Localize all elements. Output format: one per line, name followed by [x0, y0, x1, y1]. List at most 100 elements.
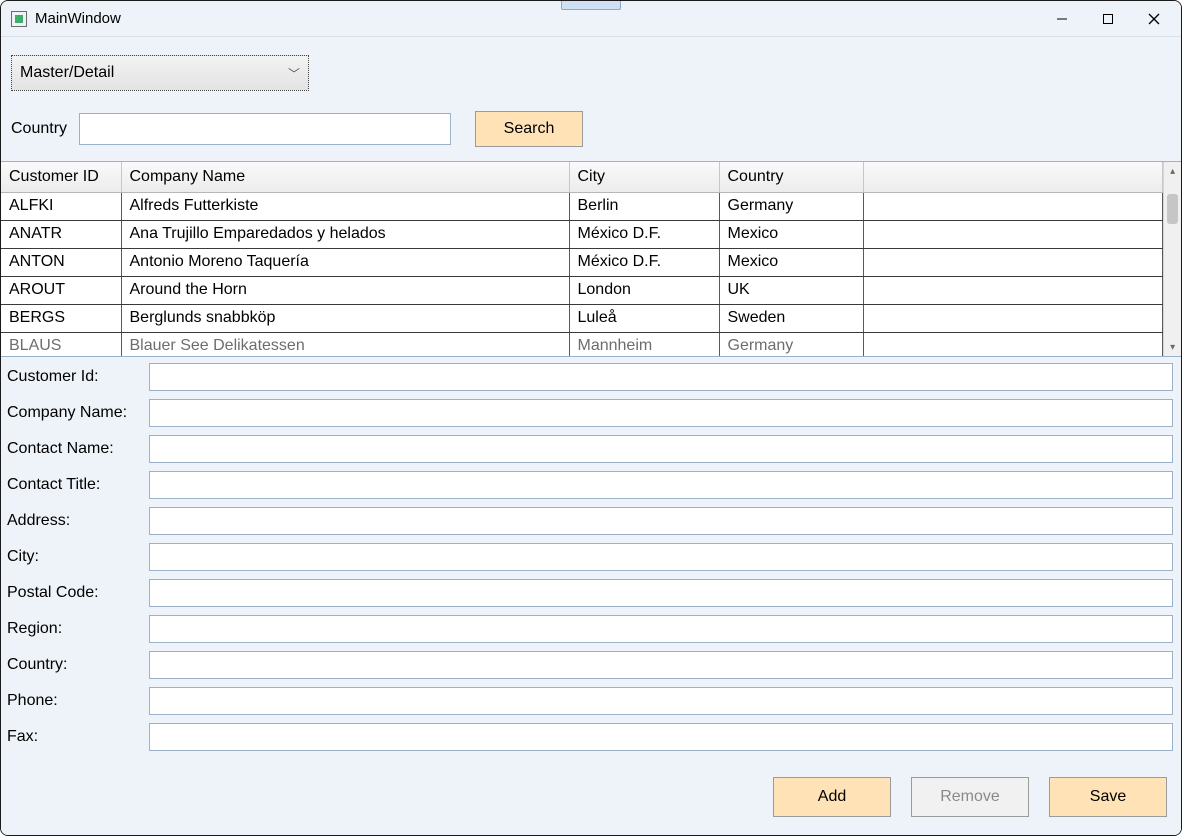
cell-id: AROUT: [1, 276, 121, 304]
cell-city: Mannheim: [569, 332, 719, 357]
table-row[interactable]: AROUT Around the Horn London UK: [1, 276, 1163, 304]
contact-name-input[interactable]: [149, 435, 1173, 463]
cell-company: Around the Horn: [121, 276, 569, 304]
window-title: MainWindow: [35, 10, 121, 27]
field-label: Customer Id:: [7, 368, 149, 386]
view-combo-text: Master/Detail: [20, 64, 114, 82]
phone-input[interactable]: [149, 687, 1173, 715]
save-button-label: Save: [1090, 788, 1126, 806]
action-buttons: Add Remove Save: [1, 763, 1181, 835]
cell-city: México D.F.: [569, 220, 719, 248]
view-combo[interactable]: Master/Detail ﹀: [11, 55, 309, 91]
field-fax: Fax:: [7, 723, 1173, 751]
field-label: Fax:: [7, 728, 149, 746]
field-customer-id: Customer Id:: [7, 363, 1173, 391]
titlebar-grip: [561, 0, 621, 10]
search-button[interactable]: Search: [475, 111, 583, 147]
col-spacer: [863, 162, 1163, 192]
col-customer-id[interactable]: Customer ID: [1, 162, 121, 192]
minimize-button[interactable]: [1039, 1, 1085, 36]
app-icon: [11, 11, 27, 27]
cell-id: ALFKI: [1, 192, 121, 220]
field-label: Region:: [7, 620, 149, 638]
table-row[interactable]: ANATR Ana Trujillo Emparedados y helados…: [1, 220, 1163, 248]
field-label: Phone:: [7, 692, 149, 710]
close-button[interactable]: [1131, 1, 1177, 36]
cell-country: Sweden: [719, 304, 863, 332]
scrollbar-thumb[interactable]: [1167, 194, 1178, 224]
cell-city: México D.F.: [569, 248, 719, 276]
company-name-input[interactable]: [149, 399, 1173, 427]
col-country[interactable]: Country: [719, 162, 863, 192]
detail-form: Customer Id: Company Name: Contact Name:…: [1, 357, 1181, 763]
grid-table: Customer ID Company Name City Country AL…: [1, 162, 1163, 357]
table-row[interactable]: BLAUS Blauer See Delikatessen Mannheim G…: [1, 332, 1163, 357]
field-company-name: Company Name:: [7, 399, 1173, 427]
content-area: Master/Detail ﹀ Country Search: [1, 37, 1181, 835]
save-button[interactable]: Save: [1049, 777, 1167, 817]
grid-scrollbar[interactable]: ▴ ▾: [1163, 162, 1181, 356]
cell-company: Alfreds Futterkiste: [121, 192, 569, 220]
maximize-icon: [1102, 13, 1114, 25]
minimize-icon: [1056, 13, 1068, 25]
table-row[interactable]: BERGS Berglunds snabbköp Luleå Sweden: [1, 304, 1163, 332]
country-detail-input[interactable]: [149, 651, 1173, 679]
maximize-button[interactable]: [1085, 1, 1131, 36]
cell-country: Germany: [719, 192, 863, 220]
col-city[interactable]: City: [569, 162, 719, 192]
cell-spacer: [863, 248, 1163, 276]
scroll-down-icon: ▾: [1164, 338, 1181, 356]
cell-city: Luleå: [569, 304, 719, 332]
cell-spacer: [863, 192, 1163, 220]
field-label: Postal Code:: [7, 584, 149, 602]
cell-id: ANTON: [1, 248, 121, 276]
region-input[interactable]: [149, 615, 1173, 643]
table-row[interactable]: ANTON Antonio Moreno Taquería México D.F…: [1, 248, 1163, 276]
chevron-down-icon: ﹀: [288, 65, 300, 82]
field-label: Company Name:: [7, 404, 149, 422]
remove-button[interactable]: Remove: [911, 777, 1029, 817]
window-controls: [1039, 1, 1177, 36]
cell-spacer: [863, 220, 1163, 248]
add-button[interactable]: Add: [773, 777, 891, 817]
data-grid: Customer ID Company Name City Country AL…: [1, 161, 1181, 357]
city-input[interactable]: [149, 543, 1173, 571]
cell-city: Berlin: [569, 192, 719, 220]
field-label: Address:: [7, 512, 149, 530]
close-icon: [1148, 13, 1160, 25]
field-country: Country:: [7, 651, 1173, 679]
table-row[interactable]: ALFKI Alfreds Futterkiste Berlin Germany: [1, 192, 1163, 220]
postal-code-input[interactable]: [149, 579, 1173, 607]
toolbar-row: Master/Detail ﹀: [1, 37, 1181, 101]
cell-country: Mexico: [719, 220, 863, 248]
scroll-up-icon: ▴: [1164, 162, 1181, 180]
country-label: Country: [11, 120, 67, 138]
search-button-label: Search: [504, 120, 555, 138]
address-input[interactable]: [149, 507, 1173, 535]
titlebar: MainWindow: [1, 1, 1181, 37]
field-label: Country:: [7, 656, 149, 674]
field-city: City:: [7, 543, 1173, 571]
cell-company: Antonio Moreno Taquería: [121, 248, 569, 276]
remove-button-label: Remove: [940, 788, 1000, 806]
grid-header-row: Customer ID Company Name City Country: [1, 162, 1163, 192]
field-contact-name: Contact Name:: [7, 435, 1173, 463]
customer-id-input[interactable]: [149, 363, 1173, 391]
country-input[interactable]: [79, 113, 451, 145]
contact-title-input[interactable]: [149, 471, 1173, 499]
app-icon-inner: [15, 15, 23, 23]
field-region: Region:: [7, 615, 1173, 643]
field-label: Contact Title:: [7, 476, 149, 494]
cell-id: ANATR: [1, 220, 121, 248]
cell-id: BLAUS: [1, 332, 121, 357]
col-company-name[interactable]: Company Name: [121, 162, 569, 192]
cell-country: Mexico: [719, 248, 863, 276]
cell-id: BERGS: [1, 304, 121, 332]
cell-company: Ana Trujillo Emparedados y helados: [121, 220, 569, 248]
main-window: MainWindow Master/Detail ﹀ Country: [0, 0, 1182, 836]
cell-company: Berglunds snabbköp: [121, 304, 569, 332]
cell-spacer: [863, 304, 1163, 332]
fax-input[interactable]: [149, 723, 1173, 751]
cell-company: Blauer See Delikatessen: [121, 332, 569, 357]
add-button-label: Add: [818, 788, 846, 806]
